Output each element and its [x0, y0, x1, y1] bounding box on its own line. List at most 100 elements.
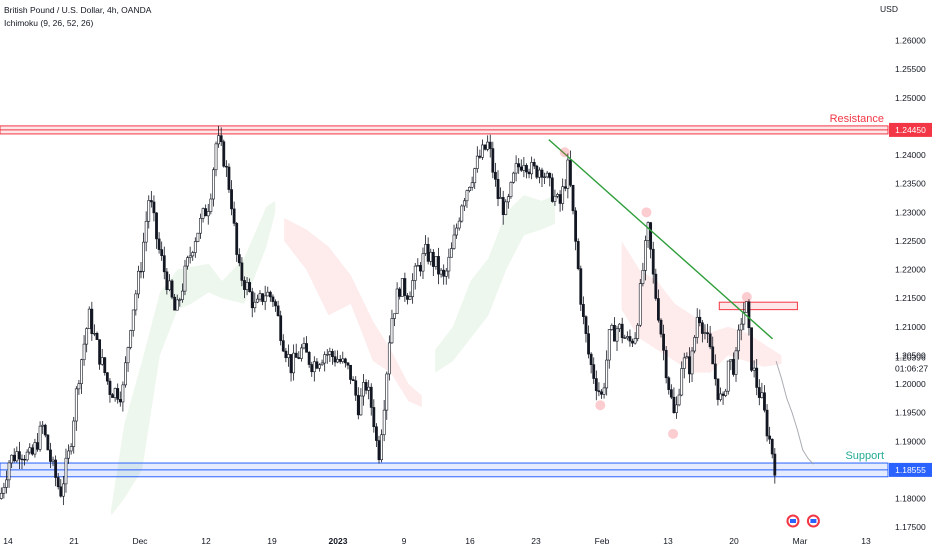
- candle-body: [144, 220, 148, 243]
- candle-body: [597, 390, 601, 393]
- symbol-title[interactable]: British Pound / U.S. Dollar, 4h, OANDA: [4, 5, 152, 15]
- candle-body: [56, 477, 60, 488]
- x-tick-label: 16: [465, 536, 475, 546]
- candle-body: [54, 459, 58, 478]
- candle-body: [496, 179, 500, 199]
- bar-countdown: 01:06:27: [895, 363, 928, 373]
- x-tick-label: 19: [267, 536, 277, 546]
- candle-body: [349, 364, 352, 380]
- candle-body: [170, 280, 174, 298]
- candle-body: [545, 172, 549, 178]
- y-tick-label: 1.25000: [895, 93, 926, 103]
- candle-body: [571, 184, 575, 212]
- candle-body: [266, 291, 270, 297]
- candle-body: [385, 373, 389, 411]
- candle-body: [25, 451, 29, 461]
- candle-body: [395, 288, 399, 315]
- candle-body: [302, 343, 306, 349]
- candle-body: [46, 434, 50, 451]
- candle-body: [418, 265, 422, 272]
- candle-body: [0, 492, 3, 499]
- candle-body: [129, 330, 133, 348]
- candle-body: [178, 299, 182, 301]
- candle-body: [77, 383, 81, 390]
- candle-body: [268, 291, 272, 298]
- candle-body: [354, 380, 358, 396]
- indicator-label[interactable]: Ichimoku (9, 26, 52, 26): [4, 18, 94, 28]
- candle-body: [38, 425, 42, 450]
- candle-body: [105, 372, 109, 382]
- y-tick-label: 1.19000: [895, 436, 926, 446]
- candle-body: [137, 270, 140, 295]
- candle-body: [514, 163, 518, 174]
- candle-body: [519, 166, 523, 171]
- candle-body: [530, 162, 534, 175]
- x-tick-label: Dec: [132, 536, 148, 546]
- candle-body: [576, 241, 580, 269]
- y-tick-label: 1.25500: [895, 64, 926, 74]
- candle-body: [711, 346, 715, 365]
- candle-body: [7, 462, 11, 481]
- trendline-layer: [548, 139, 774, 340]
- candle-body: [380, 434, 383, 461]
- candle-body: [442, 269, 446, 277]
- candle-body: [750, 327, 753, 371]
- candle-body: [351, 379, 355, 381]
- x-tick-label: 9: [402, 536, 407, 546]
- candle-body: [362, 382, 365, 397]
- candle-body: [587, 333, 590, 355]
- candle-body: [465, 190, 469, 202]
- candle-body: [173, 296, 177, 311]
- candle-body: [367, 386, 371, 391]
- candle-body: [15, 451, 19, 462]
- candle-body: [581, 304, 585, 317]
- candle-body: [654, 273, 658, 299]
- candle-body: [43, 424, 47, 436]
- candle-body: [700, 322, 704, 334]
- candle-body: [72, 420, 76, 447]
- candle-body: [248, 282, 252, 293]
- candle-body: [299, 347, 303, 359]
- candle-body: [651, 248, 655, 275]
- candle-body: [199, 217, 202, 234]
- candle-body: [111, 394, 114, 398]
- candle-body: [23, 458, 26, 461]
- candle-body: [411, 280, 415, 297]
- candle-body: [310, 364, 314, 373]
- candle-body: [230, 189, 233, 210]
- y-tick-label: 1.26000: [895, 36, 926, 46]
- candle-body: [100, 357, 104, 365]
- candle-body: [160, 249, 164, 256]
- candle-body: [532, 162, 536, 167]
- flag-field: [789, 519, 796, 523]
- candle-body: [284, 350, 288, 359]
- candle-body: [550, 177, 554, 202]
- candle-body: [224, 165, 228, 168]
- candle-body: [152, 201, 156, 214]
- us-flag-event-icon[interactable]: [806, 514, 820, 528]
- us-flag-event-icon[interactable]: [786, 514, 800, 528]
- y-tick-label: 1.17500: [895, 522, 926, 532]
- candle-body: [657, 298, 660, 321]
- candle-body: [636, 324, 640, 339]
- candle-body: [222, 141, 226, 167]
- candle-body: [437, 256, 440, 275]
- candle-body: [426, 244, 430, 262]
- candle-body: [768, 435, 772, 440]
- candle-body: [512, 172, 515, 183]
- candle-body: [261, 293, 264, 302]
- time-axis[interactable]: 14 21 Dec 12 19 2023 9 16 23 Feb 13 20 Mar 13: [3, 536, 871, 546]
- y-tick-label: 1.20000: [895, 379, 926, 389]
- candle-body: [390, 318, 394, 344]
- candle-body: [131, 309, 135, 331]
- event-flags[interactable]: [786, 514, 820, 528]
- zone-label-resistance: Resistance: [830, 113, 884, 125]
- candle-body: [196, 232, 200, 242]
- candle-body: [227, 166, 231, 190]
- price-axis[interactable]: 1.175001.180001.185001.190001.195001.200…: [889, 36, 932, 533]
- candle-body: [713, 363, 717, 380]
- candle-body: [274, 301, 277, 307]
- candle-body: [328, 351, 332, 355]
- candle-body: [625, 336, 629, 339]
